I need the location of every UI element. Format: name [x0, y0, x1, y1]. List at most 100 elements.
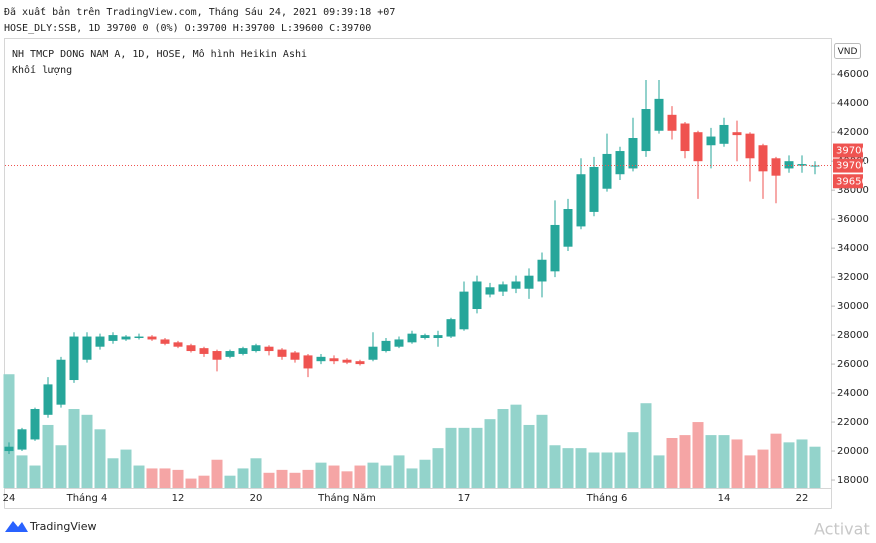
candle-body	[641, 109, 651, 152]
candle-body	[498, 284, 508, 292]
y-tick-label: 30000	[837, 301, 869, 312]
symbol-label: NH TMCP DONG NAM A, 1D, HOSE, Mô hình He…	[12, 48, 307, 60]
volume-bar	[159, 468, 171, 488]
y-tick-label: 28000	[837, 330, 869, 341]
price-axis: 18000 20000 22000 24000 26000 28000 30000 32000…	[831, 69, 869, 486]
volume-bar	[445, 427, 457, 488]
volume-bar	[653, 455, 665, 488]
x-tick-label: 22	[796, 493, 809, 504]
candle-body	[186, 345, 196, 352]
volume-bar	[94, 429, 106, 488]
candle-body	[251, 345, 261, 352]
candle-body	[667, 114, 677, 131]
candle-body	[771, 158, 781, 176]
volume-label: Khối lượng	[12, 64, 72, 76]
y-tick-label: 32000	[837, 272, 869, 283]
watermark: Activat	[814, 520, 870, 539]
volume-bar	[757, 449, 769, 488]
candle-body	[589, 166, 599, 212]
y-tick-label: 26000	[837, 359, 869, 370]
candle-body	[290, 352, 300, 360]
volume-bar	[16, 455, 28, 488]
volume-bar	[133, 465, 145, 488]
tradingview-logo: TradingView	[5, 520, 96, 533]
candle-body	[17, 429, 27, 450]
candle-body	[342, 359, 352, 363]
volume-bar	[809, 446, 821, 488]
volume-bar	[29, 465, 41, 488]
candle-body	[576, 174, 586, 227]
y-tick-label: 34000	[837, 243, 869, 254]
candle-body	[264, 346, 274, 352]
candle-body	[147, 336, 157, 340]
x-tick-label: Tháng 6	[586, 492, 628, 504]
volume-bar	[172, 469, 184, 488]
candle-body	[459, 291, 469, 330]
volume-bar	[536, 414, 548, 488]
candle-body	[524, 275, 534, 289]
volume-bar	[289, 472, 301, 488]
volume-bar	[3, 374, 15, 488]
candle-body	[355, 361, 365, 365]
logo-icon	[5, 521, 28, 532]
candle-body	[745, 133, 755, 159]
volume-bar	[432, 448, 444, 488]
x-tick-label: 14	[718, 493, 731, 504]
volume-bar	[55, 445, 67, 488]
candle-body	[43, 384, 53, 415]
candle-body	[56, 359, 66, 405]
price-label-box	[833, 143, 863, 158]
candle-body	[199, 348, 209, 354]
y-tick-label: 46000	[837, 69, 869, 80]
volume-bar	[302, 469, 314, 488]
price-label: 39700	[836, 146, 868, 157]
y-tick-label: 18000	[837, 475, 869, 486]
volume-bar	[250, 458, 262, 488]
published-line: Đã xuất bản trên TradingView.com, Tháng …	[4, 6, 395, 18]
volume-bar	[237, 468, 249, 488]
candle-body	[4, 446, 14, 452]
candle-body	[420, 335, 430, 338]
y-tick-label: 22000	[837, 417, 869, 428]
volume-bar	[393, 455, 405, 488]
candle-layer	[4, 80, 831, 454]
price-label: 39700	[836, 161, 868, 172]
volume-bar	[263, 472, 275, 488]
candle-body	[95, 336, 105, 347]
volume-bar	[731, 439, 743, 488]
candle-body	[381, 340, 391, 352]
volume-bar	[497, 409, 509, 488]
candle-body	[82, 336, 92, 360]
candle-body	[693, 132, 703, 162]
candle-body	[30, 409, 40, 440]
volume-bar	[718, 435, 730, 488]
volume-bar	[107, 458, 119, 488]
volume-bar	[328, 465, 340, 488]
volume-bar	[640, 403, 652, 488]
candle-body	[472, 281, 482, 310]
volume-bar	[276, 469, 288, 488]
volume-bar	[588, 452, 600, 488]
candle-body	[602, 153, 612, 189]
volume-bar	[666, 438, 678, 488]
candle-body	[784, 161, 794, 169]
volume-bar	[211, 459, 223, 488]
volume-layer	[3, 374, 821, 488]
candle-body	[134, 336, 144, 338]
candle-body	[615, 151, 625, 175]
volume-bar	[185, 478, 197, 488]
volume-bar	[367, 462, 379, 488]
volume-bar	[575, 448, 587, 488]
candle-body	[680, 123, 690, 152]
currency-box[interactable]	[834, 43, 861, 59]
x-tick-label: 20	[250, 493, 263, 504]
x-tick-label: 24	[3, 493, 16, 504]
candle-body	[69, 336, 79, 381]
candle-body	[719, 124, 729, 144]
currency: VND	[838, 47, 858, 57]
volume-bar	[679, 435, 691, 488]
candle-body	[160, 339, 170, 344]
volume-bar	[458, 427, 470, 488]
candle-body	[316, 356, 326, 362]
